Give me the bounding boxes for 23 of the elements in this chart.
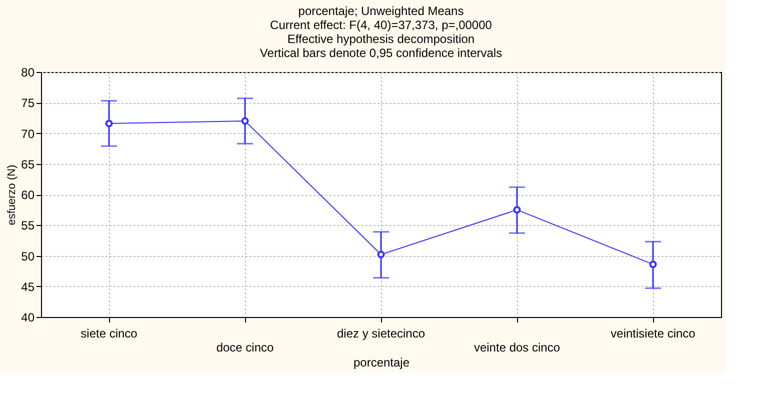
y-tick-label: 40 bbox=[21, 310, 35, 324]
point bbox=[241, 117, 249, 125]
x-axis-title: porcentaje bbox=[353, 356, 410, 370]
chart-title: porcentaje; Unweighted Means bbox=[298, 4, 464, 18]
y-axis-title: esfuerzo (N) bbox=[6, 164, 18, 226]
y-tick-label: 55 bbox=[21, 218, 35, 233]
x-tick-label: veintisiete cinco bbox=[610, 326, 696, 340]
y-tick-label: 45 bbox=[21, 280, 35, 294]
point bbox=[105, 120, 113, 128]
chart-subtitle: Current effect: F(4, 40)=37,373, p=,00000 Effective hypothesis decomposition Vertical bars denote 0,95 confidence intervals bbox=[260, 18, 502, 60]
point bbox=[377, 250, 385, 258]
y-tick-label: 50 bbox=[21, 249, 35, 264]
y-tick-label: 80 bbox=[21, 66, 35, 80]
x-tick-label: diez y sietecinco bbox=[336, 326, 426, 340]
point bbox=[513, 206, 521, 214]
x-tick-label: doce cinco bbox=[216, 340, 274, 354]
y-tick-label: 75 bbox=[21, 96, 35, 110]
point bbox=[649, 260, 657, 268]
y-tick-label: 65 bbox=[21, 157, 35, 172]
y-tick-label: 70 bbox=[21, 126, 35, 141]
y-tick-label: 60 bbox=[21, 188, 35, 202]
x-tick-label: veinte dos cinco bbox=[474, 340, 560, 354]
x-tick-label: siete cinco bbox=[80, 326, 138, 340]
